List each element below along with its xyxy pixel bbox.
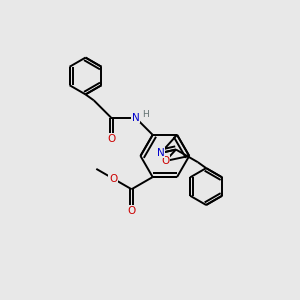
Text: N: N xyxy=(157,148,165,158)
Text: O: O xyxy=(109,173,117,184)
Text: O: O xyxy=(107,134,115,144)
Text: N: N xyxy=(132,112,139,123)
Text: H: H xyxy=(142,110,149,118)
Text: O: O xyxy=(161,156,169,166)
Text: O: O xyxy=(128,206,136,216)
